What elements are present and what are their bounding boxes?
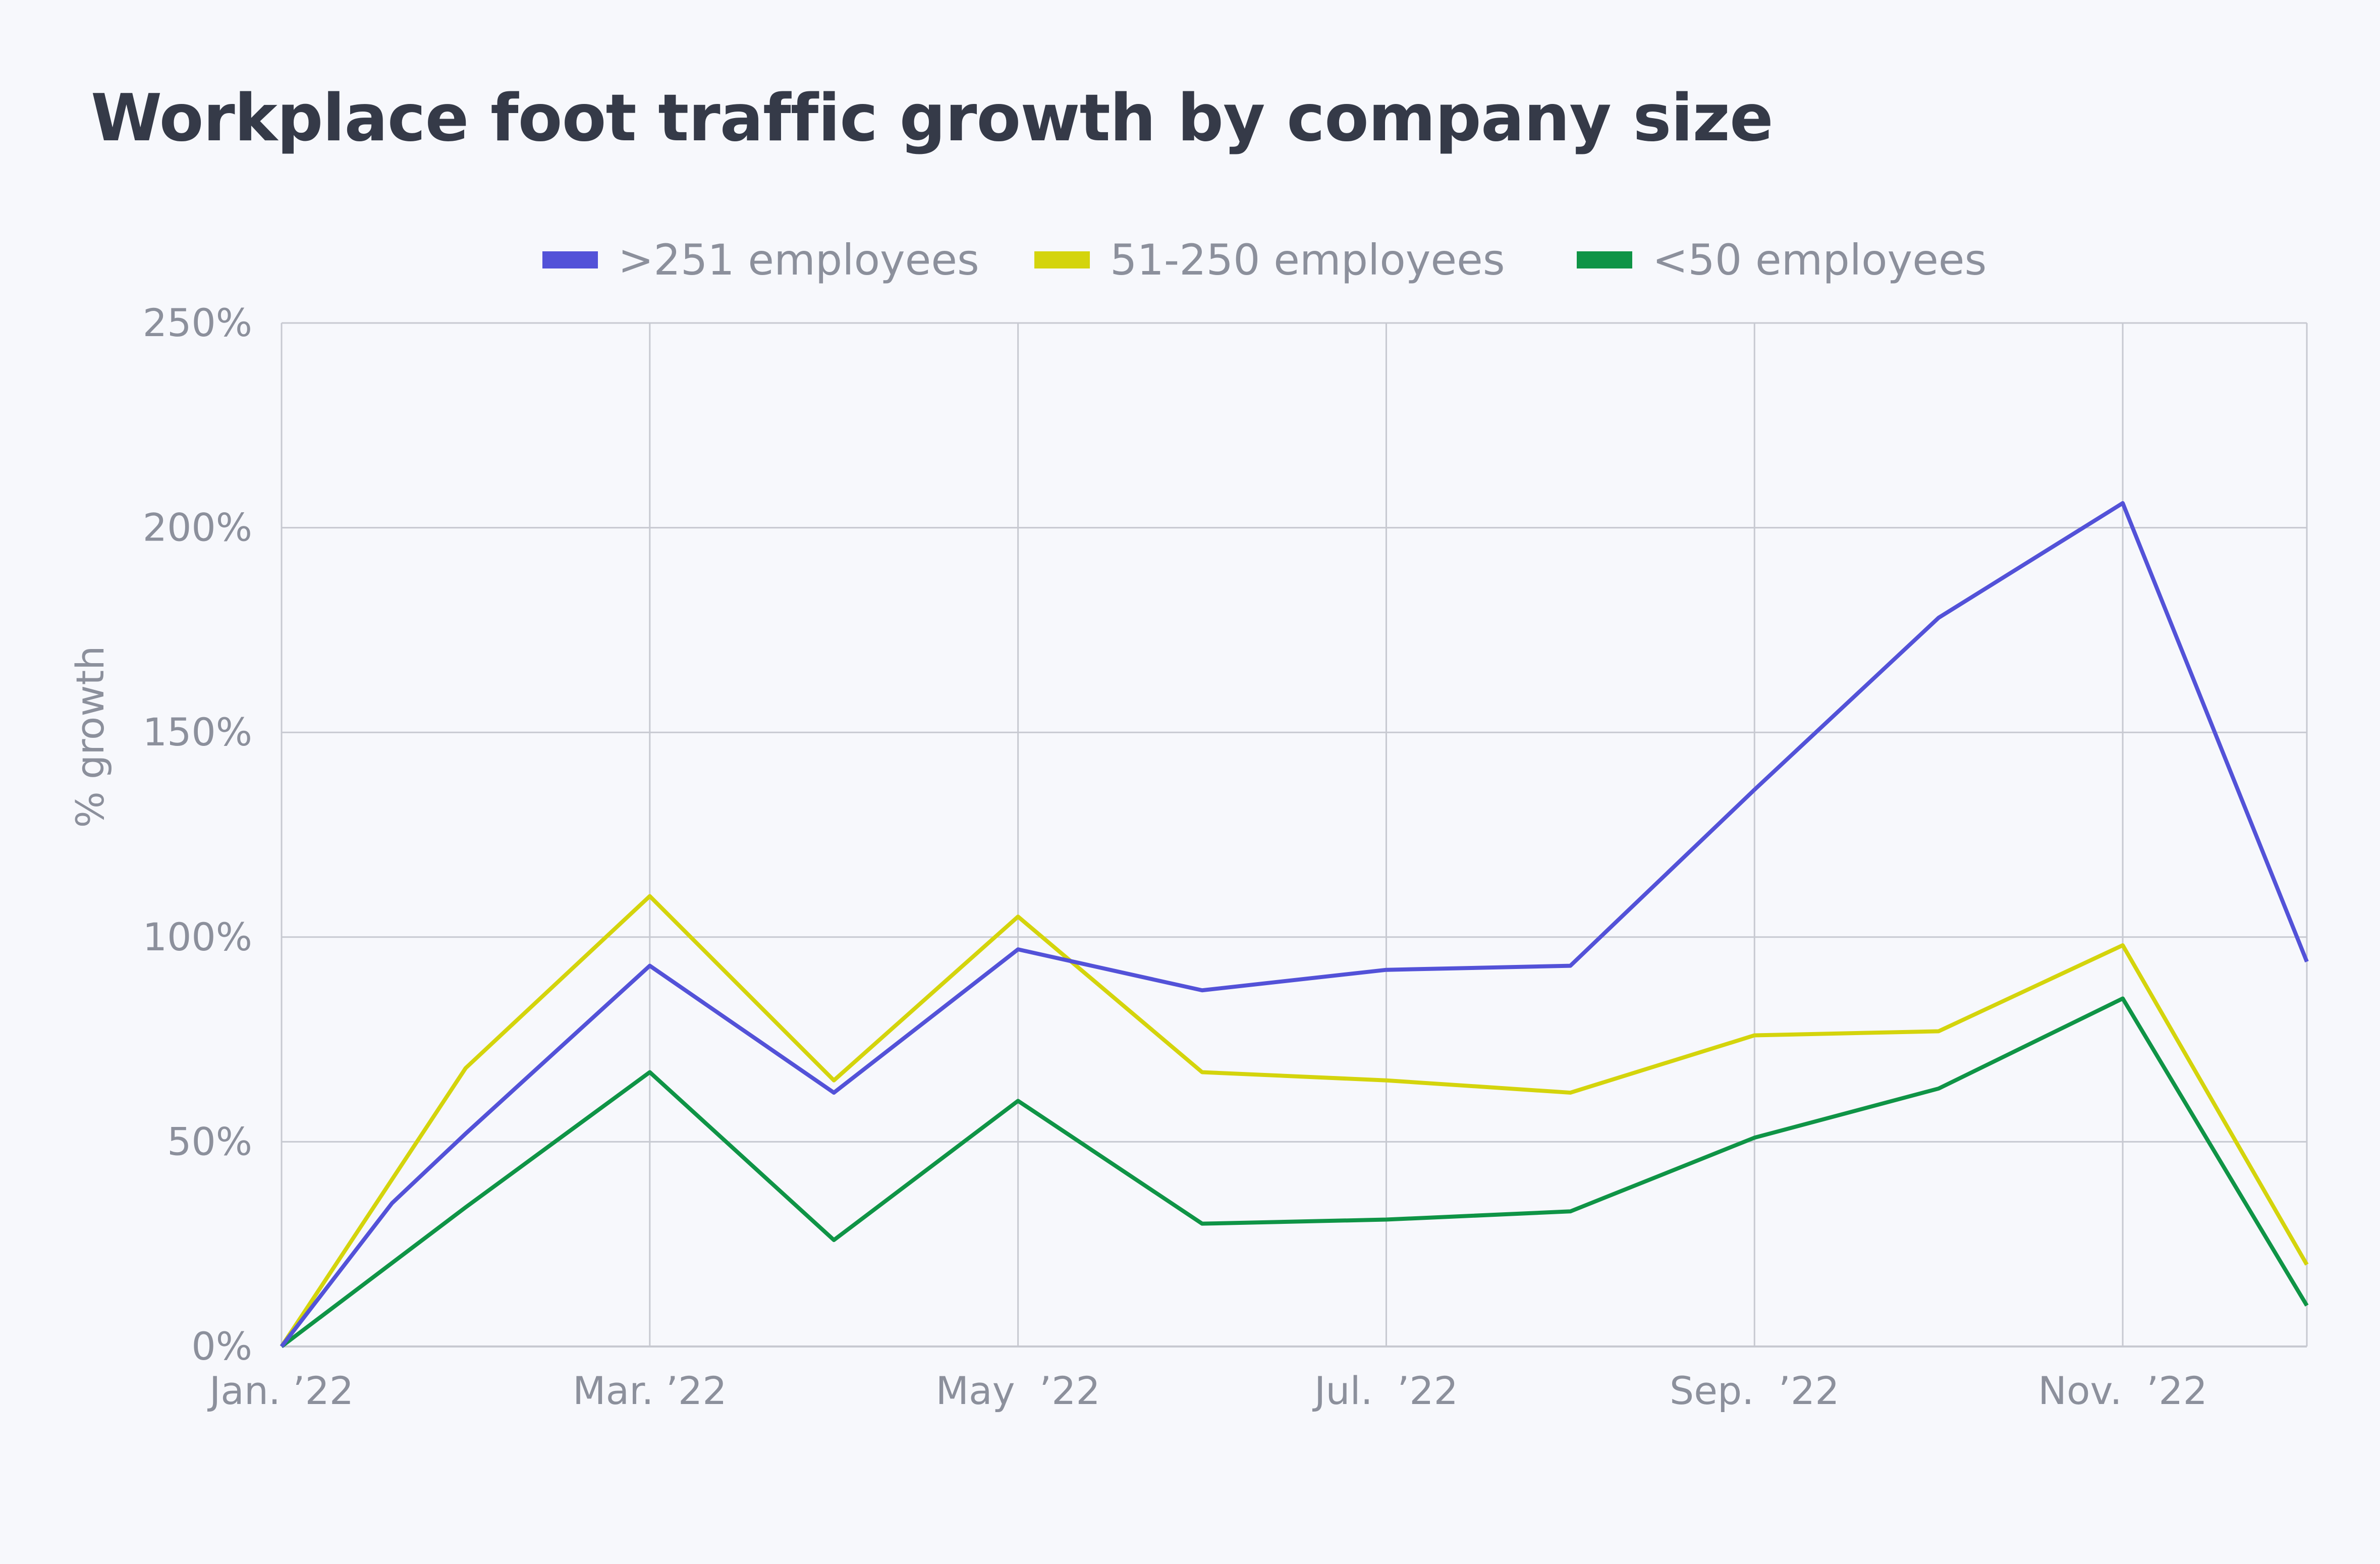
x-tick-label: Jan. ’22 (207, 1368, 354, 1413)
legend-label-medium: 51-250 employees (1110, 235, 1505, 285)
series-line-large (280, 501, 2309, 1348)
y-axis-ticks: 0% 50% 100% 150% 200% 250% (143, 300, 252, 1369)
legend-label-small: <50 employees (1652, 235, 1987, 285)
legend-swatch-large (542, 251, 598, 268)
x-tick-label: May ’22 (935, 1368, 1100, 1413)
chart-title: Workplace foot traffic growth by company… (91, 81, 1774, 156)
series-lines (280, 501, 2309, 1349)
y-tick-label: 100% (143, 914, 252, 959)
y-tick-label: 0% (191, 1324, 252, 1369)
x-tick-label: Mar. ’22 (573, 1368, 727, 1413)
x-tick-label: Sep. ’22 (1670, 1368, 1840, 1413)
legend-swatch-medium (1034, 251, 1090, 268)
legend-swatch-small (1577, 251, 1632, 268)
y-axis-title: % growth (68, 646, 113, 828)
x-axis-ticks: Jan. ’22 Mar. ’22 May ’22 Jul. ’22 Sep. ’22 N… (207, 1368, 2207, 1413)
series-line-medium (280, 894, 2309, 1348)
y-tick-label: 50% (167, 1119, 252, 1164)
grid (281, 322, 2308, 1347)
legend: >251 employees 51-250 employees <50 empl… (0, 232, 2380, 288)
y-tick-label: 200% (143, 505, 252, 550)
legend-label-large: >251 employees (618, 235, 979, 285)
y-tick-label: 150% (143, 710, 252, 754)
y-tick-label: 250% (143, 300, 252, 345)
x-tick-label: Jul. ’22 (1312, 1368, 1458, 1413)
x-tick-label: Nov. ’22 (2038, 1368, 2207, 1413)
series-line-small (280, 996, 2309, 1349)
